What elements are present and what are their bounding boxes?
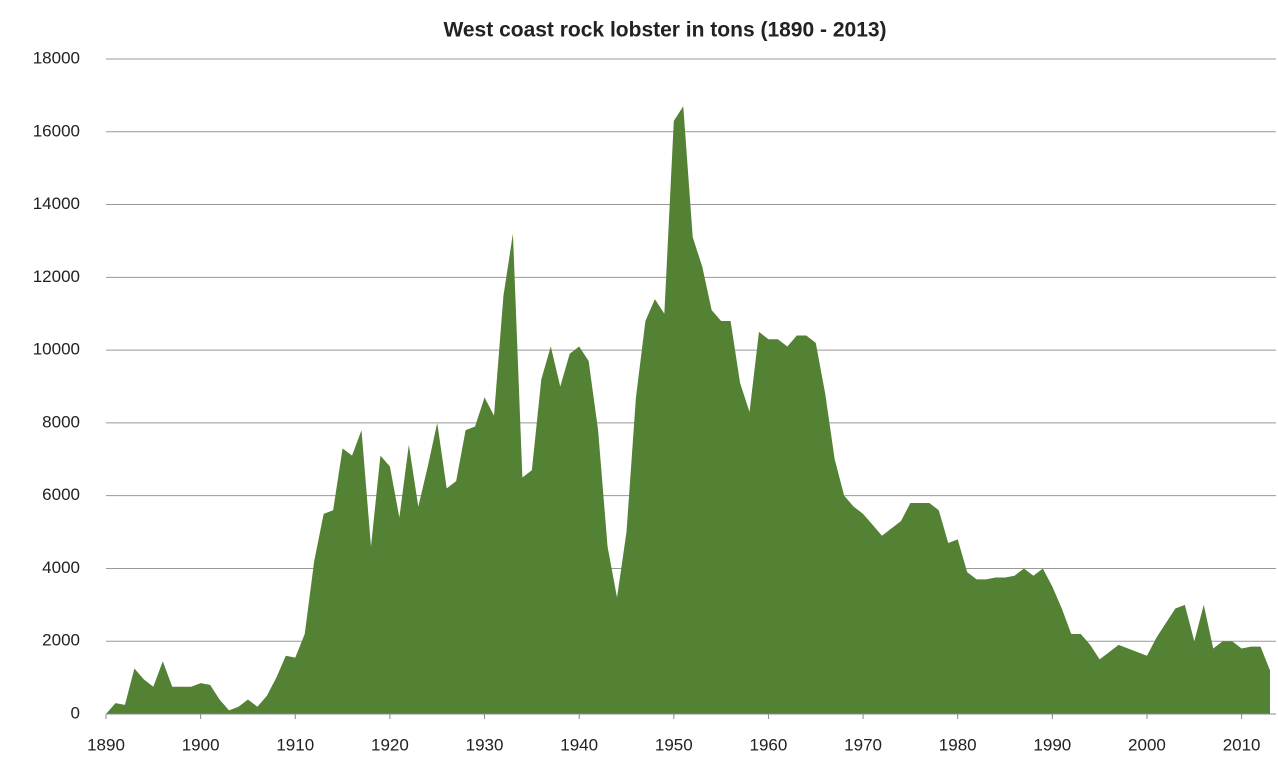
x-tick-label: 1930 xyxy=(466,735,504,754)
y-tick-label: 10000 xyxy=(33,340,80,359)
y-tick-label: 12000 xyxy=(33,267,80,286)
x-tick-label: 1940 xyxy=(560,735,598,754)
y-tick-label: 16000 xyxy=(33,121,80,140)
area xyxy=(106,106,1270,715)
x-tick-label: 1990 xyxy=(1033,735,1071,754)
x-tick-label: 1890 xyxy=(87,735,125,754)
x-tick-label: 1970 xyxy=(844,735,882,754)
x-tick-label: 1900 xyxy=(182,735,220,754)
chart-title: West coast rock lobster in tons (1890 - … xyxy=(443,19,886,42)
x-tick-label: 1960 xyxy=(750,735,788,754)
y-tick-label: 6000 xyxy=(42,485,80,504)
y-tick-label: 4000 xyxy=(42,558,80,577)
x-tick-label: 1910 xyxy=(276,735,314,754)
y-tick-label: 18000 xyxy=(33,48,80,67)
x-tick-label: 2010 xyxy=(1223,735,1261,754)
x-tick-label: 1920 xyxy=(371,735,409,754)
x-tick-label: 2000 xyxy=(1128,735,1166,754)
y-tick-label: 2000 xyxy=(42,631,80,650)
y-tick-label: 8000 xyxy=(42,412,80,431)
y-tick-label: 14000 xyxy=(33,194,80,213)
x-tick-label: 1980 xyxy=(939,735,977,754)
x-tick-label: 1950 xyxy=(655,735,693,754)
y-tick-label: 0 xyxy=(71,703,80,722)
